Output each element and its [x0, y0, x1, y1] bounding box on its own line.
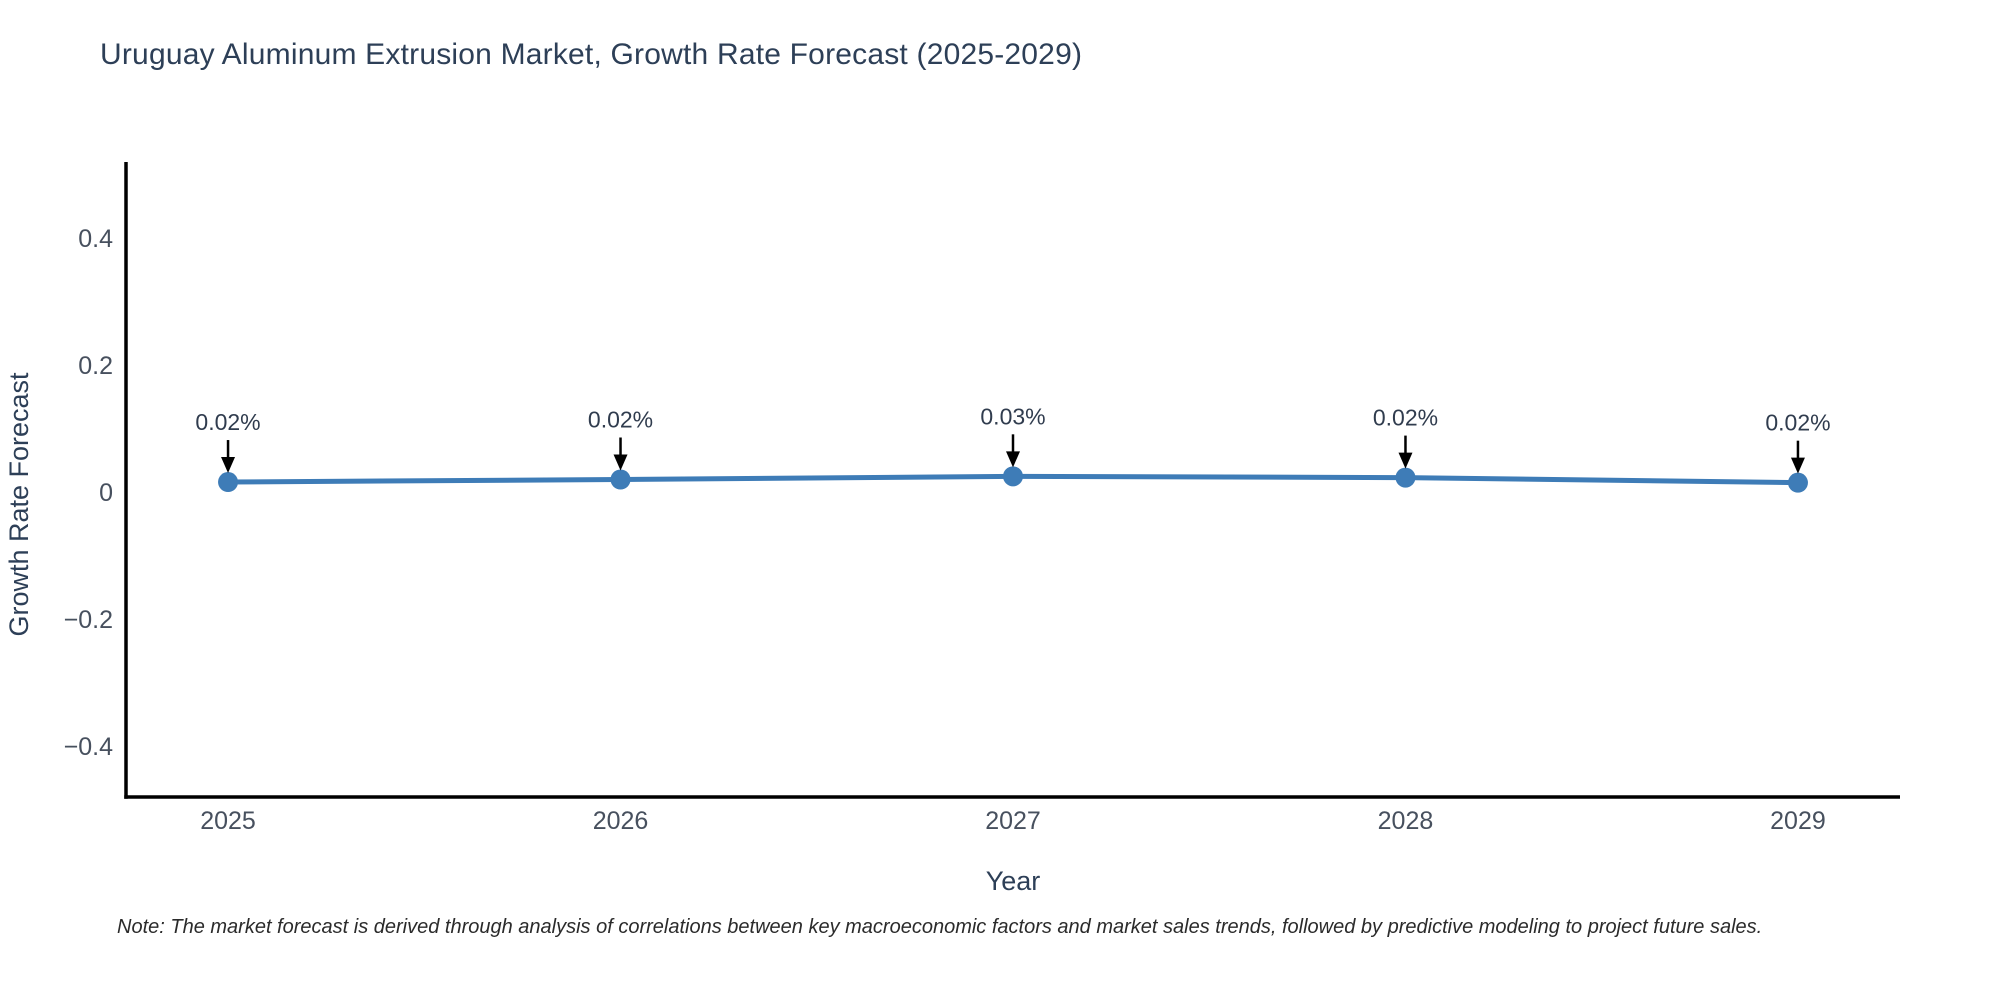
y-tick-label: 0	[99, 479, 113, 507]
x-tick-label: 2026	[593, 807, 649, 835]
y-tick-label: 0.2	[78, 352, 113, 380]
x-tick-label: 2029	[1770, 807, 1826, 835]
x-tick-label: 2025	[200, 807, 256, 835]
y-axis-title: Growth Rate Forecast	[4, 372, 34, 637]
annotation-label: 0.02%	[588, 407, 653, 433]
annotation-label: 0.02%	[195, 409, 260, 435]
annotation-label: 0.02%	[1373, 405, 1438, 431]
x-tick-label: 2027	[985, 807, 1041, 835]
annotation-arrowhead	[221, 457, 236, 474]
annotation-label: 0.03%	[980, 403, 1045, 429]
x-tick-label: 2028	[1378, 807, 1434, 835]
annotation-arrowhead	[1398, 452, 1413, 469]
y-tick-label: −0.2	[64, 606, 113, 634]
chart-title: Uruguay Aluminum Extrusion Market, Growt…	[100, 38, 1083, 71]
data-point-marker	[1395, 467, 1416, 488]
data-point-marker	[1003, 466, 1023, 487]
y-tick-label: −0.4	[64, 733, 113, 761]
annotation-arrowhead	[1790, 457, 1805, 474]
annotation-label: 0.02%	[1765, 410, 1830, 436]
data-point-marker	[610, 469, 631, 490]
data-point-marker	[1787, 472, 1808, 493]
data-point-marker	[218, 472, 239, 493]
annotation-arrowhead	[1006, 451, 1020, 468]
annotation-arrowhead	[613, 454, 628, 471]
chart-note: Note: The market forecast is derived thr…	[117, 916, 1763, 938]
x-axis-title: Year	[986, 866, 1041, 896]
y-tick-label: 0.4	[78, 225, 113, 253]
